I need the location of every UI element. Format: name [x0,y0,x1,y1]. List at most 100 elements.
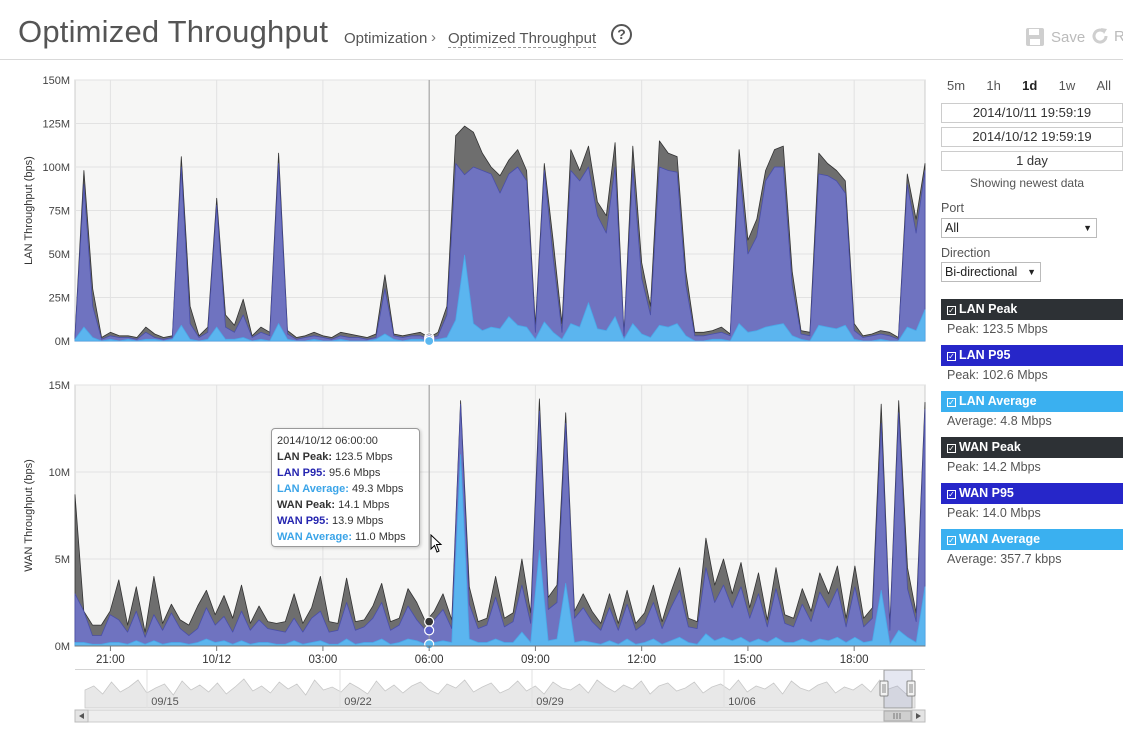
legend-label: LAN Peak [959,302,1018,316]
direction-select[interactable]: Bi-directional ▼ [941,262,1041,282]
refresh-button[interactable]: R [1090,26,1123,46]
legend-stat-value: 357.7 kbps [1000,552,1062,566]
tooltip-row: WAN Average: 11.0 Mbps [277,529,419,545]
navigator-tick-label: 09/15 [151,696,179,708]
save-label: Save [1051,28,1086,46]
legend-label: WAN Peak [959,440,1021,454]
arrow-left-icon [79,713,84,719]
legend-stat-value: 4.8 Mbps [1000,414,1052,428]
help-icon[interactable]: ? [611,24,632,45]
y-tick-label: 125M [42,119,70,131]
y-tick-label: 5M [55,554,70,566]
range-1d-button[interactable]: 1d [1022,78,1038,93]
navigator-tick-label: 10/06 [728,696,756,708]
tooltip-value: 13.9 Mbps [328,515,384,527]
tooltip-row: WAN P95: 13.9 Mbps [277,513,419,529]
legend-stat-value: 14.0 Mbps [982,506,1041,520]
tooltip-timestamp: 2014/10/12 06:00:00 [277,435,378,447]
checkbox-checked-icon[interactable]: ✓ [947,444,956,453]
y-axis-label: WAN Throughput (bps) [23,459,35,572]
legend-stat: Peak: 14.2 Mbps [947,460,1041,474]
range-all-button[interactable]: All [1096,78,1111,93]
checkbox-checked-icon[interactable]: ✓ [947,536,956,545]
start-time-field[interactable]: 2014/10/11 19:59:19 [941,103,1123,123]
page-title: Optimized Throughput [18,14,329,49]
save-button[interactable]: Save [1025,27,1085,47]
navigator-handle[interactable] [906,680,916,697]
range-1h-button[interactable]: 1h [986,78,1001,93]
tooltip-value: 11.0 Mbps [351,531,406,543]
tooltip-label: WAN Average: [277,531,352,543]
throughput-charts[interactable]: 0M 25M 50M 75M 100M 125M 150M LAN Throughput (b… [0,60,930,732]
legend-stat-label: Average: [947,414,1001,428]
breadcrumb-optimization[interactable]: Optimization [344,30,428,47]
legend-stat: Peak: 14.0 Mbps [947,506,1041,520]
series-wan-average [74,454,926,647]
legend-wan-p95-toggle[interactable]: ✓ WAN P95 [941,483,1123,504]
x-tick-label: 21:00 [96,654,125,666]
legend-stat: Average: 357.7 kbps [947,552,1061,566]
y-tick-label: 0M [55,336,70,348]
hover-marker [424,335,435,347]
charts-svg[interactable]: 0M 25M 50M 75M 100M 125M 150M LAN Throughput (b… [0,60,930,732]
range-1w-button[interactable]: 1w [1058,78,1076,93]
checkbox-checked-icon[interactable]: ✓ [947,398,956,407]
breadcrumb-current[interactable]: Optimized Throughput [448,30,597,48]
port-label: Port [941,201,964,215]
y-tick-label: 25M [49,293,70,305]
legend-wan-peak-toggle[interactable]: ✓ WAN Peak [941,437,1123,458]
hover-marker [424,616,435,627]
floppy-disk-icon [1026,28,1044,46]
tooltip-label: LAN P95: [277,467,326,479]
chevron-down-icon: ▼ [1083,223,1092,233]
navigator-tick-label: 09/29 [536,696,564,708]
duration-field[interactable]: 1 day [941,151,1123,171]
tooltip-label: WAN P95: [277,515,329,527]
legend-stat: Peak: 102.6 Mbps [947,368,1048,382]
arrow-right-icon [916,713,921,719]
tooltip-value: 14.1 Mbps [335,499,390,511]
legend-stat: Peak: 123.5 Mbps [947,322,1048,336]
tooltip-rows: LAN Peak: 123.5 Mbps LAN P95: 95.6 Mbps LA… [277,449,419,545]
refresh-icon [1092,28,1108,44]
legend-stat-label: Peak: [947,506,983,520]
checkbox-checked-icon[interactable]: ✓ [947,352,956,361]
legend-stat-label: Peak: [947,368,983,382]
y-tick-label: 10M [49,467,70,479]
x-tick-label: 12:00 [627,654,656,666]
chart-tooltip: 2014/10/12 06:00:00 LAN Peak: 123.5 Mbps… [271,428,420,547]
legend-lan-p95-toggle[interactable]: ✓ LAN P95 [941,345,1123,366]
legend-label: WAN Average [959,532,1041,546]
legend-lan-peak-toggle[interactable]: ✓ LAN Peak [941,299,1123,320]
legend-wan-average-toggle[interactable]: ✓ WAN Average [941,529,1123,550]
tooltip-row: LAN Peak: 123.5 Mbps [277,449,419,465]
chevron-down-icon: ▼ [1027,267,1036,277]
tooltip-label: LAN Peak: [277,451,333,463]
port-select[interactable]: All ▼ [941,218,1097,238]
legend-stat: Average: 4.8 Mbps [947,414,1052,428]
end-time-field[interactable]: 2014/10/12 19:59:19 [941,127,1123,147]
legend-stat-label: Peak: [947,460,983,474]
tooltip-label: WAN Peak: [277,499,336,511]
checkbox-checked-icon[interactable]: ✓ [947,490,956,499]
navigator-handle[interactable] [879,680,889,697]
hover-marker [424,625,435,636]
y-tick-label: 100M [42,162,70,174]
legend-stat-value: 14.2 Mbps [982,460,1041,474]
series-wan-p95 [74,403,926,647]
checkbox-checked-icon[interactable]: ✓ [947,306,956,315]
x-tick-label: 18:00 [840,654,869,666]
refresh-label: R [1114,27,1123,45]
legend-label: LAN P95 [959,348,1011,362]
tooltip-value: 95.6 Mbps [325,467,381,479]
legend-stat-label: Peak: [947,322,983,336]
x-tick-label: 15:00 [734,654,763,666]
navigator-scrollbar[interactable] [74,709,926,723]
range-5m-button[interactable]: 5m [947,78,966,93]
legend-lan-average-toggle[interactable]: ✓ LAN Average [941,391,1123,412]
legend-label: LAN Average [959,394,1037,408]
x-tick-label: 09:00 [521,654,550,666]
series-lan-average [74,254,926,342]
direction-label: Direction [941,246,991,260]
tooltip-label: LAN Average: [277,483,349,495]
